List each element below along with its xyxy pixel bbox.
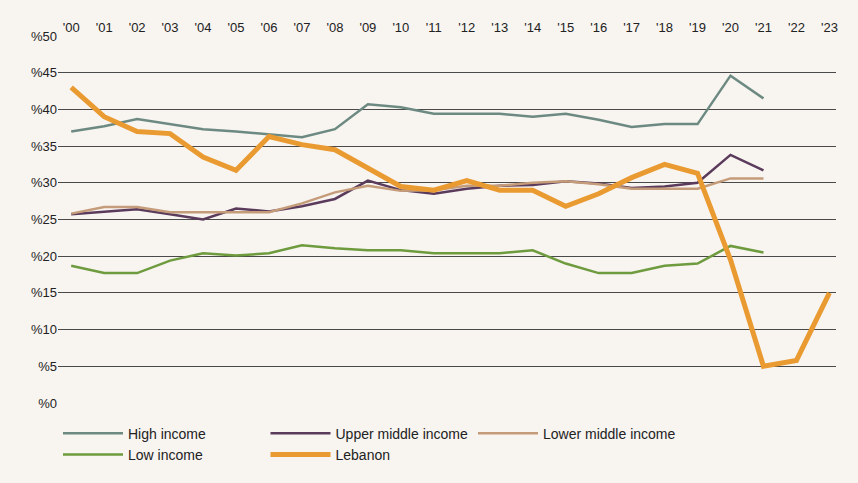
svg-text:%40: %40 [31, 102, 57, 117]
svg-text:'17: '17 [623, 20, 640, 35]
svg-text:'15: '15 [557, 20, 574, 35]
svg-text:'04: '04 [195, 20, 212, 35]
svg-text:%45: %45 [31, 65, 57, 80]
svg-text:Low income: Low income [128, 447, 203, 463]
svg-text:'11: '11 [426, 20, 442, 35]
svg-text:'23: '23 [821, 20, 838, 35]
svg-text:%35: %35 [31, 139, 57, 154]
svg-text:'16: '16 [590, 20, 607, 35]
svg-text:Upper middle income: Upper middle income [335, 426, 467, 442]
svg-text:'21: '21 [755, 20, 772, 35]
svg-text:'22: '22 [788, 20, 805, 35]
svg-text:'05: '05 [228, 20, 245, 35]
svg-text:%0: %0 [38, 396, 57, 411]
svg-text:'06: '06 [261, 20, 278, 35]
svg-text:%30: %30 [31, 175, 57, 190]
svg-text:'08: '08 [326, 20, 343, 35]
svg-text:High income: High income [128, 426, 206, 442]
svg-text:'20: '20 [722, 20, 739, 35]
svg-text:'12: '12 [458, 20, 475, 35]
svg-text:%50: %50 [31, 29, 57, 44]
svg-text:%20: %20 [31, 249, 57, 264]
svg-text:'03: '03 [162, 20, 179, 35]
svg-text:'07: '07 [293, 20, 310, 35]
svg-text:%10: %10 [31, 322, 57, 337]
svg-text:'02: '02 [129, 20, 146, 35]
svg-text:%5: %5 [38, 359, 57, 374]
svg-text:'14: '14 [524, 20, 541, 35]
svg-text:'10: '10 [392, 20, 409, 35]
svg-text:'01: '01 [96, 20, 113, 35]
svg-text:%15: %15 [31, 285, 57, 300]
svg-text:'19: '19 [689, 20, 706, 35]
svg-text:'13: '13 [491, 20, 508, 35]
svg-text:'09: '09 [359, 20, 376, 35]
svg-text:'00: '00 [63, 20, 80, 35]
svg-text:Lower middle income: Lower middle income [543, 426, 675, 442]
svg-text:Lebanon: Lebanon [335, 447, 390, 463]
svg-text:%25: %25 [31, 212, 57, 227]
svg-text:'18: '18 [656, 20, 673, 35]
